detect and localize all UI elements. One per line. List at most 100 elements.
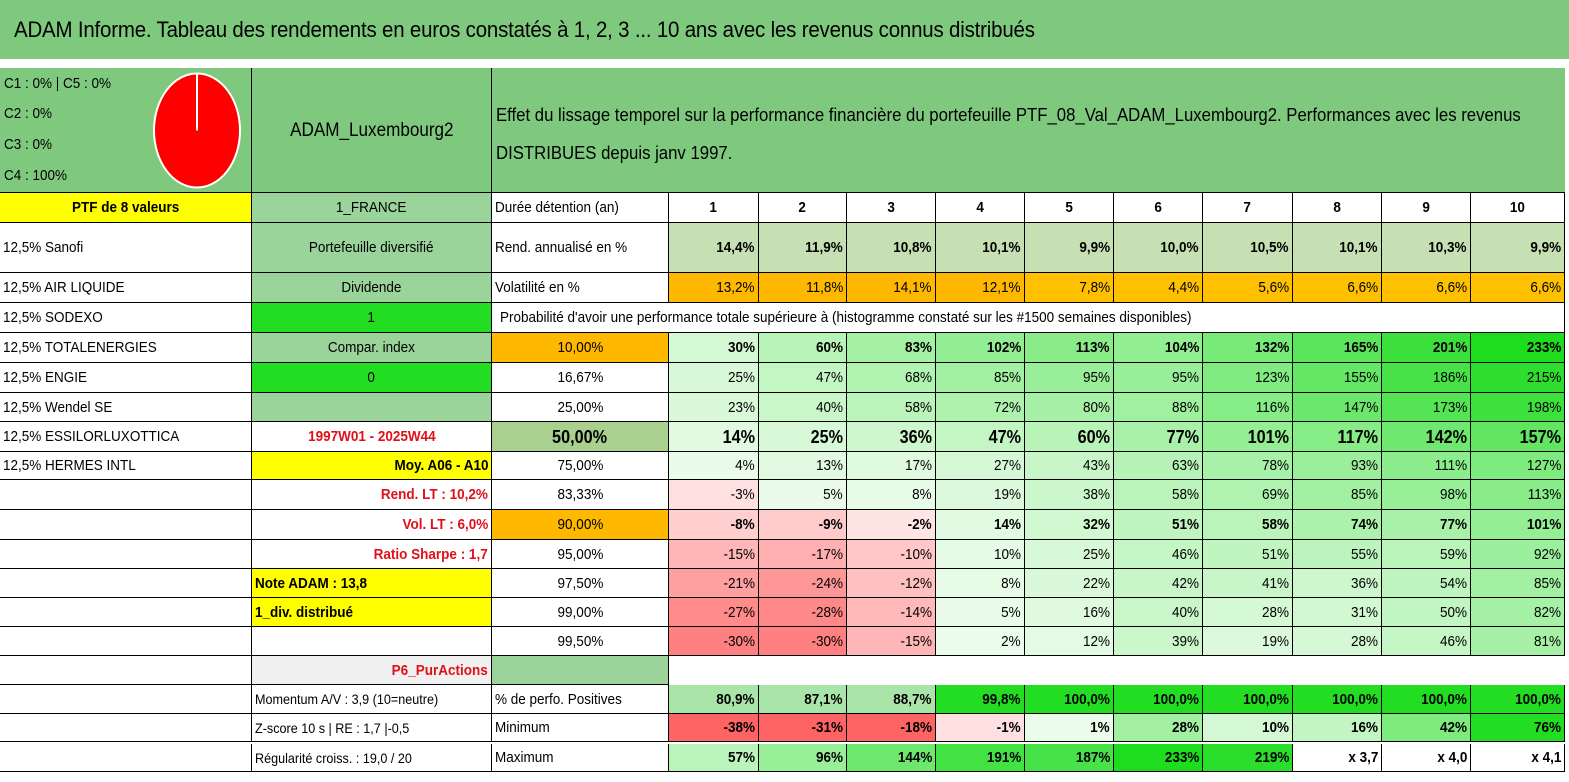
momentum-cell: Momentum A/V : 3,9 (10=neutre): [252, 685, 492, 714]
rend-lt-cell: Rend. LT : 10,2%: [252, 480, 492, 510]
empty-cell: [0, 744, 252, 772]
prob-value-cell: 8%: [936, 569, 1025, 598]
empty-cell: [669, 656, 1565, 685]
prob-level: 95,00%: [557, 545, 603, 563]
prob-level-cell: 97,50%: [492, 569, 669, 598]
prob-value: 5%: [1001, 603, 1021, 621]
max-value-cell: x 4,0: [1382, 744, 1471, 772]
prob-value-cell: 12%: [1025, 627, 1114, 656]
prob-value: 36%: [1350, 574, 1378, 592]
prob-label: Probabilité d'avoir une performance tota…: [500, 309, 1192, 326]
prob-value-cell: 2%: [936, 627, 1025, 656]
max-value: 144%: [897, 749, 932, 766]
prob-value-cell: 22%: [1025, 569, 1114, 598]
pos-value-cell: 100,0%: [1203, 685, 1293, 714]
prob-value-cell: -21%: [669, 569, 759, 598]
prob-value-cell: -3%: [669, 480, 759, 510]
prob-value-cell: 127%: [1471, 452, 1565, 480]
prob-value: 8%: [912, 486, 932, 503]
prob-value-cell: 74%: [1293, 510, 1382, 540]
empty-cell: [0, 685, 252, 714]
prob-value-cell: -9%: [759, 510, 847, 540]
sharpe-cell: Ratio Sharpe : 1,7: [252, 540, 492, 569]
max-value-cell: x 4,1: [1471, 744, 1565, 772]
empty-cell: [492, 656, 669, 685]
prob-value-cell: 77%: [1114, 422, 1203, 452]
adam-note: Note ADAM : 13,8: [255, 574, 368, 592]
prob-value: 147%: [1343, 398, 1378, 416]
prob-value: 47%: [988, 426, 1021, 447]
prob-value: 69%: [1261, 486, 1289, 503]
maximum-row: Régularité croiss. : 19,0 / 20 Maximum 5…: [0, 744, 1566, 772]
holding-label: 12,5% AIR LIQUIDE: [3, 279, 125, 296]
dividend-label: Dividende: [341, 279, 402, 296]
prob-value: 81%: [1533, 632, 1561, 650]
year-header-cell: 10: [1471, 193, 1565, 223]
prob-value: 55%: [1350, 545, 1378, 563]
holding-row: 12,5% Wendel SE: [0, 393, 252, 422]
prob-value-cell: -8%: [669, 510, 759, 540]
prob-value-cell: 16%: [1025, 598, 1114, 627]
div-cell: 1_div. distribué: [252, 598, 492, 627]
rend-value-cell: 14,4%: [669, 223, 759, 273]
pos-value-cell: 80,9%: [669, 685, 759, 714]
year-header: 7: [1243, 199, 1252, 216]
prob-value: 25%: [1082, 545, 1110, 563]
moy-label: Moy. A06 - A10: [393, 457, 488, 474]
prob-value: 78%: [1261, 457, 1289, 474]
prob-value-cell: 142%: [1382, 422, 1471, 452]
prob-value: 40%: [815, 398, 843, 416]
empty-cell: [0, 656, 252, 685]
prob-value: 30%: [727, 339, 755, 356]
max-value: 233%: [1164, 749, 1199, 766]
prob-value: 50%: [1439, 603, 1467, 621]
rend-value: 9,9%: [1079, 239, 1110, 256]
pos-value: 100,0%: [1515, 690, 1561, 708]
max-value: 219%: [1254, 749, 1289, 766]
year-header-cell: 8: [1293, 193, 1382, 223]
pos-value: 88,7%: [893, 690, 932, 708]
holding-row: 12,5% SODEXO: [0, 303, 252, 333]
empty-cell: [0, 510, 252, 540]
prob-value-cell: 201%: [1382, 333, 1471, 363]
title-bar: ADAM Informe. Tableau des rendements en …: [0, 0, 1569, 62]
compar-label: Compar. index: [327, 339, 416, 356]
prob-value-cell: 36%: [847, 422, 936, 452]
year-header-cell: 9: [1382, 193, 1471, 223]
prob-value-cell: 101%: [1203, 422, 1293, 452]
max-value-cell: 144%: [847, 744, 936, 772]
prob-value: 14%: [722, 426, 755, 447]
prob-value-cell: 47%: [759, 363, 847, 393]
prob-value-cell: 58%: [1114, 480, 1203, 510]
prob-value: 132%: [1254, 339, 1289, 356]
prob-value-cell: 102%: [936, 333, 1025, 363]
prob-level: 75,00%: [557, 457, 603, 474]
vol-value: 5,6%: [1258, 279, 1289, 296]
year-header: 5: [1065, 199, 1073, 216]
dividend-value-cell[interactable]: 1: [252, 303, 492, 333]
prob-value-cell: 4%: [669, 452, 759, 480]
prob-level-cell: 50,00%: [492, 422, 669, 452]
prob-value-cell: 60%: [1025, 422, 1114, 452]
prob-label-cell: Probabilité d'avoir une performance tota…: [492, 303, 1471, 333]
prob-level-cell: 10,00%: [492, 333, 669, 363]
prob-value: 215%: [1526, 369, 1561, 386]
vol-value: 6,6%: [1436, 279, 1467, 296]
year-header-cell: 6: [1114, 193, 1203, 223]
legend-line-c1-c5: C1 : 0% | C5 : 0%: [4, 75, 112, 92]
rend-value-cell: 11,9%: [759, 223, 847, 273]
rend-value: 10,0%: [1160, 239, 1199, 256]
min-value: -31%: [811, 719, 843, 736]
prob-value: 233%: [1526, 339, 1561, 356]
regularite: Régularité croiss. : 19,0 / 20: [255, 749, 412, 766]
pos-value-cell: 100,0%: [1025, 685, 1114, 714]
max-value-cell: 187%: [1025, 744, 1114, 772]
compar-value-cell[interactable]: 0: [252, 363, 492, 393]
vol-value-cell: 4,4%: [1114, 273, 1203, 303]
prob-level: 83,33%: [557, 486, 603, 503]
prob-value-cell: 51%: [1203, 540, 1293, 569]
prob-value: 173%: [1432, 398, 1467, 416]
rend-value-cell: 9,9%: [1025, 223, 1114, 273]
prob-value: 72%: [993, 398, 1021, 416]
prob-value-cell: 30%: [669, 333, 759, 363]
